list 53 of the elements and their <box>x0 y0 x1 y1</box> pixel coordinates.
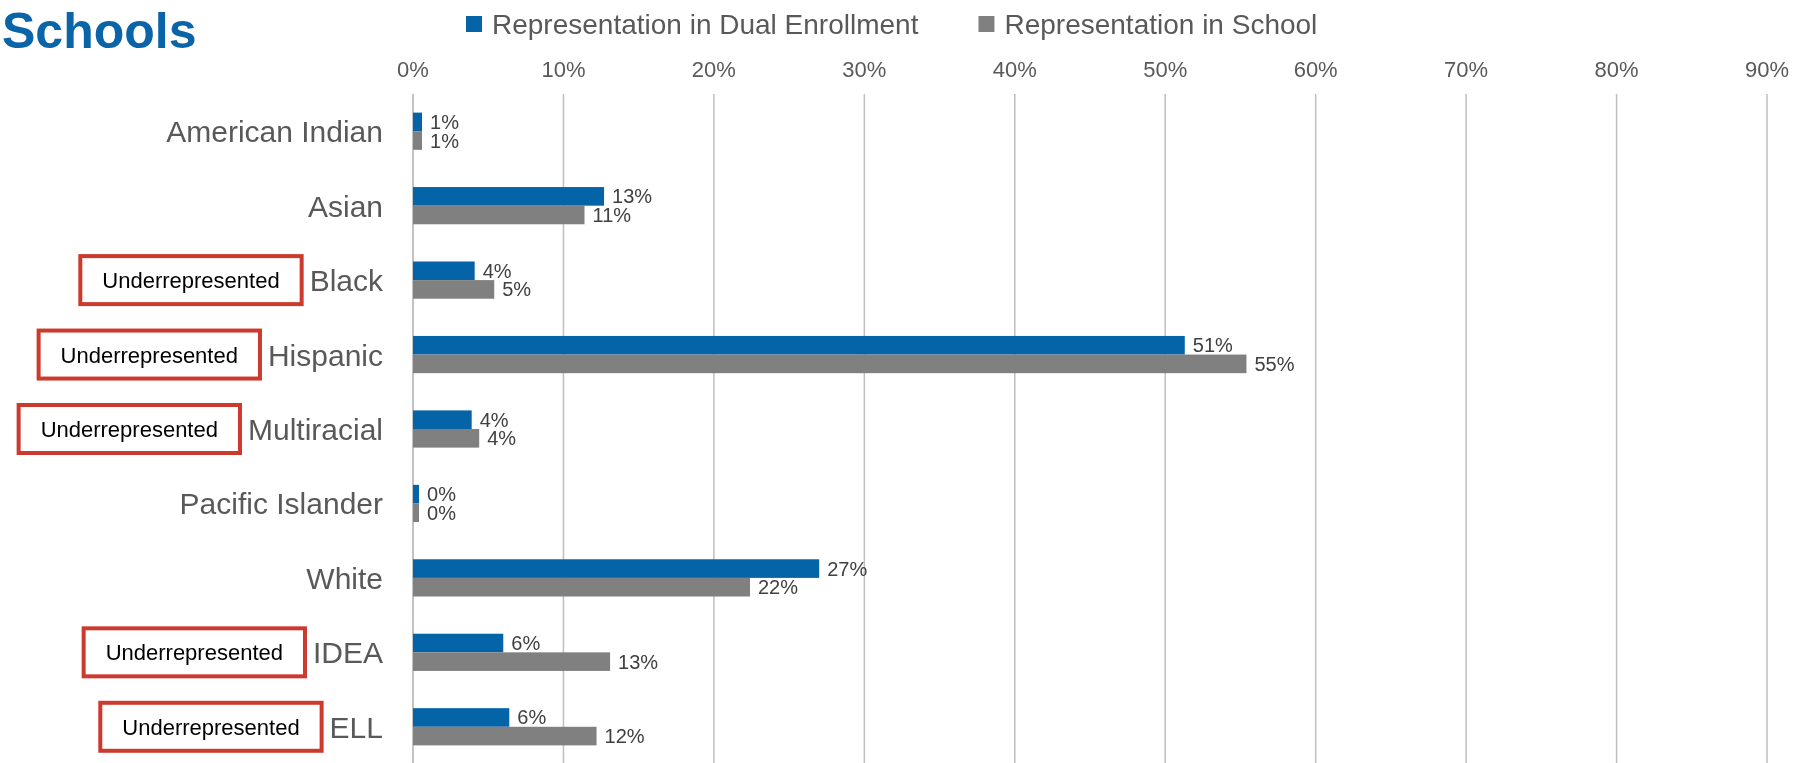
data-label: 27% <box>827 557 868 580</box>
bar <box>413 484 420 504</box>
x-tick-label: 90% <box>1744 56 1790 82</box>
bar <box>413 261 475 281</box>
bar <box>413 354 1247 374</box>
x-tick-label: 10% <box>541 56 586 82</box>
x-tick-label: 40% <box>992 56 1037 82</box>
data-label: 6% <box>517 706 547 729</box>
y-tick-label: Pacific Islander <box>179 486 383 520</box>
text: Underrepresented <box>102 267 280 293</box>
data-label: 13% <box>618 650 659 673</box>
text: Underrepresented <box>40 416 218 442</box>
bar <box>413 726 597 746</box>
x-tick-label: 50% <box>1143 56 1188 82</box>
y-tick-label: ELL <box>329 710 383 744</box>
data-label: 6% <box>511 632 541 655</box>
y-tick-label: Hispanic <box>267 338 383 372</box>
data-label: 51% <box>1192 334 1234 357</box>
bar <box>413 559 820 578</box>
y-tick-label: IDEA <box>312 635 383 669</box>
bar <box>413 187 605 206</box>
y-tick-label: Asian <box>307 189 383 223</box>
chart-title: Schools <box>2 3 197 59</box>
text: Underrepresented <box>122 714 300 740</box>
bar <box>413 503 420 523</box>
bar <box>413 280 495 299</box>
bar <box>413 131 423 150</box>
bar <box>413 708 510 727</box>
y-tick-label: American Indian <box>166 114 383 148</box>
text: Underrepresented <box>105 639 283 665</box>
legend-label: Representation in School <box>1004 8 1318 40</box>
x-tick-label: 20% <box>691 56 736 82</box>
x-tick-label: 80% <box>1594 56 1639 82</box>
x-tick-label: 60% <box>1293 56 1338 82</box>
bar <box>413 335 1185 355</box>
bar <box>413 410 472 429</box>
y-tick-label: Multiracial <box>247 412 383 446</box>
legend-label: Representation in Dual Enrollment <box>492 8 919 40</box>
data-label: 22% <box>758 576 799 599</box>
bar <box>413 577 750 597</box>
x-tick-label: 70% <box>1444 56 1489 82</box>
data-label: 55% <box>1254 352 1295 375</box>
x-tick-label: 30% <box>842 56 887 82</box>
bar <box>413 112 423 132</box>
bar <box>413 633 504 653</box>
y-tick-label: Black <box>309 263 384 297</box>
x-tick-label: 0% <box>397 56 429 82</box>
text: Underrepresented <box>60 342 238 368</box>
bar <box>413 652 611 671</box>
y-tick-label: White <box>306 561 383 595</box>
bar <box>413 205 585 225</box>
data-label: 12% <box>604 725 645 748</box>
bar <box>413 429 480 448</box>
